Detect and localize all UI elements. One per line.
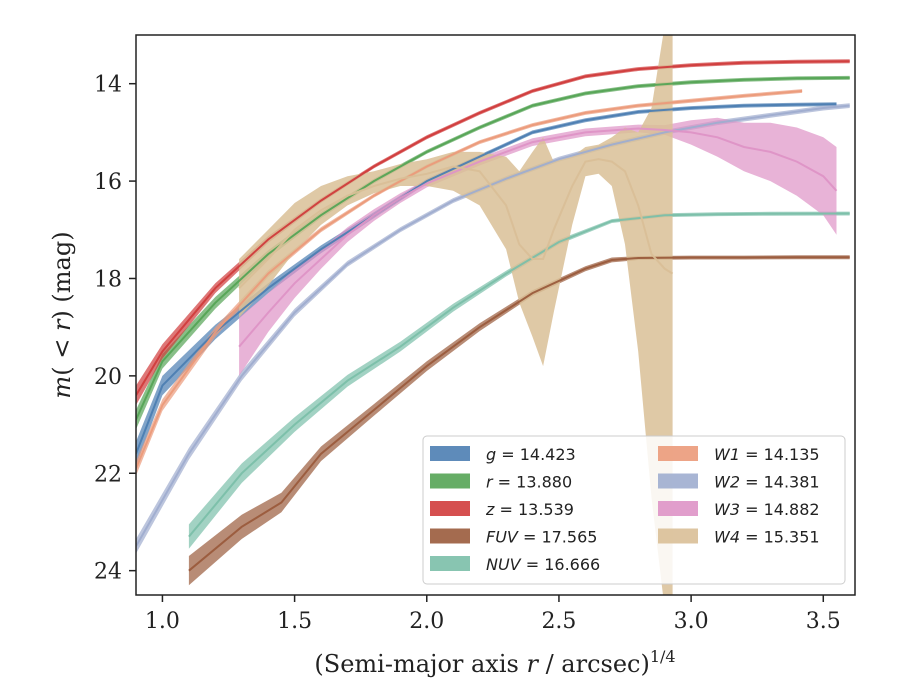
y-tick-label: 20 [94,365,122,390]
legend-label-w1: W1 = 14.135 [714,445,820,464]
x-tick-label: 2.5 [541,609,576,634]
legend-swatch-w4 [658,528,698,544]
legend-label-w2: W2 = 14.381 [714,473,820,492]
legend-swatch-fuv [430,528,470,544]
legend-label-fuv: FUV = 17.565 [486,528,597,547]
line-nuv [188,212,850,538]
band-g [136,102,837,466]
legend-label-z: z = 13.539 [485,500,574,519]
band-w3 [239,117,837,376]
legend-swatch-nuv [430,556,470,571]
legend-frame [422,435,846,585]
plot-frame [135,34,856,596]
x-axis-ticks: 1.0 1.5 2.0 2.5 3.0 3.5 [145,595,841,634]
line-w3 [238,127,838,348]
x-axis-label-var: r [526,650,539,678]
x-tick-label: 1.0 [145,609,180,634]
legend-label-r: r = 13.880 [486,473,572,492]
line-fuv [188,256,850,572]
legend: g = 14.423 r = 13.880 z = 13.539 FUV = 17.5… [422,435,846,585]
line-w2 [136,104,850,547]
legend-swatch-w1 [658,446,698,461]
y-axis-label-mid: < r [48,318,76,366]
x-tick-label: 3.5 [806,609,841,634]
x-axis-label-sup: 1/4 [650,647,676,666]
legend-swatch-r [430,473,470,489]
y-tick-label: 24 [94,560,122,585]
x-tick-label: 2.0 [409,609,444,634]
y-axis-label-open: ( [48,366,76,375]
legend-label-w4: W4 = 15.351 [714,528,820,547]
y-tick-label: 18 [94,267,122,292]
x-axis-label-main: (Semi-major axis [314,650,526,678]
legend-swatch-w2 [658,473,698,489]
legend-label-w3: W3 = 14.882 [714,500,820,519]
legend-label-g: g = 14.423 [486,445,576,464]
legend-swatch-g [430,446,470,461]
x-tick-label: 1.5 [277,609,312,634]
legend-label-nuv: NUV = 16.666 [486,555,600,574]
x-axis-label: (Semi-major axis r / arcsec)1/4 [314,647,675,678]
x-tick-label: 3.0 [674,609,709,634]
legend-swatch-z [430,501,470,516]
y-axis-label: m( < r) (mag) [48,231,76,398]
line-g [136,103,837,455]
line-z [136,60,850,396]
band-w2 [136,103,850,554]
x-axis-label-tail: / arcsec) [538,650,650,678]
line-w4 [238,158,674,289]
series-lines [136,60,850,572]
line-r [136,76,850,421]
y-axis-label-tail: ) (mag) [48,231,76,319]
legend-swatch-w3 [658,501,698,516]
y-axis-label-m: m [48,376,76,399]
band-w4 [239,35,673,595]
y-axis-ticks: 14 16 18 20 22 24 [94,73,136,585]
y-tick-label: 22 [94,462,122,487]
y-tick-label: 16 [94,170,122,195]
line-w1 [136,90,803,469]
y-tick-label: 14 [94,73,122,98]
